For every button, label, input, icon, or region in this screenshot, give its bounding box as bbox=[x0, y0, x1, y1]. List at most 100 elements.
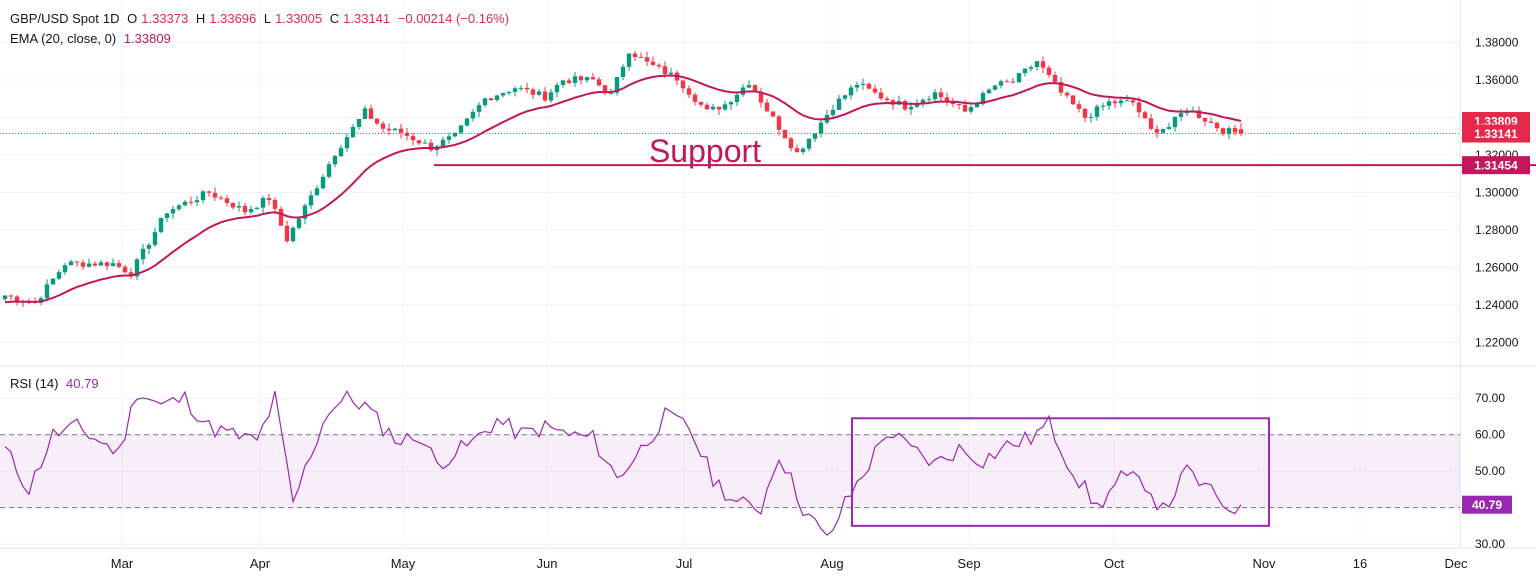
candle-body bbox=[128, 272, 134, 277]
candle-body bbox=[560, 80, 566, 85]
candle-body bbox=[80, 262, 86, 267]
candle bbox=[182, 199, 188, 207]
candle-body bbox=[944, 97, 950, 102]
price-tick-label: 1.26000 bbox=[1475, 260, 1519, 274]
candle-body bbox=[440, 139, 446, 147]
candle bbox=[314, 185, 320, 196]
candle bbox=[560, 79, 566, 88]
close-label: C bbox=[329, 11, 340, 26]
candle bbox=[146, 242, 152, 255]
candle bbox=[572, 71, 578, 87]
candle bbox=[470, 109, 476, 122]
candle-body bbox=[836, 98, 842, 110]
candle bbox=[872, 84, 878, 95]
candle bbox=[602, 85, 608, 96]
candle bbox=[164, 212, 170, 223]
candle bbox=[446, 132, 452, 144]
candle bbox=[272, 197, 278, 214]
candle-body bbox=[692, 94, 698, 102]
candle bbox=[1094, 104, 1100, 121]
candle bbox=[794, 144, 800, 153]
candle-body bbox=[248, 208, 254, 213]
price-tick-label: 1.24000 bbox=[1475, 298, 1519, 312]
candle-body bbox=[254, 207, 260, 209]
candle bbox=[44, 279, 50, 302]
candle bbox=[62, 262, 68, 275]
candle bbox=[686, 85, 692, 99]
candle-body bbox=[170, 209, 176, 214]
rsi-legend: RSI (14) 40.79 bbox=[10, 376, 103, 391]
candle bbox=[416, 140, 422, 146]
rsi-value-tag-bg bbox=[1462, 495, 1512, 514]
candle bbox=[584, 76, 590, 83]
rsi-tick-label: 30.00 bbox=[1475, 537, 1505, 551]
candle bbox=[836, 94, 842, 110]
candle bbox=[1046, 65, 1052, 78]
candle-body bbox=[392, 128, 398, 131]
candle bbox=[368, 104, 374, 120]
candle bbox=[1016, 72, 1022, 84]
candle bbox=[476, 102, 482, 118]
candle-body bbox=[320, 176, 326, 189]
candle-body bbox=[146, 244, 152, 249]
candle bbox=[884, 96, 890, 102]
candle-body bbox=[200, 191, 206, 201]
candle-body bbox=[116, 263, 122, 267]
candle-body bbox=[362, 108, 368, 119]
price-axis-ticks: 1.380001.360001.340001.320001.300001.280… bbox=[1475, 35, 1519, 349]
candle-body bbox=[1040, 61, 1046, 68]
candle-body bbox=[638, 56, 644, 58]
candle bbox=[374, 118, 380, 126]
candle bbox=[206, 190, 212, 197]
candle bbox=[212, 187, 218, 201]
candle bbox=[320, 174, 326, 190]
candle-body bbox=[104, 262, 110, 267]
candle-body bbox=[644, 57, 650, 62]
candle-body bbox=[92, 263, 98, 266]
candle bbox=[1148, 113, 1154, 131]
candle bbox=[1052, 71, 1058, 83]
candle bbox=[1226, 125, 1232, 140]
candle bbox=[764, 98, 770, 112]
candle-body bbox=[1028, 67, 1034, 69]
candle-body bbox=[530, 89, 536, 95]
candle-body bbox=[1022, 68, 1028, 74]
candle-body bbox=[626, 53, 632, 67]
candle-body bbox=[410, 135, 416, 141]
candle-body bbox=[1220, 128, 1226, 135]
candle bbox=[962, 99, 968, 113]
candle-body bbox=[872, 88, 878, 93]
candle bbox=[158, 217, 164, 234]
candle-body bbox=[1166, 127, 1172, 130]
candle-body bbox=[494, 95, 500, 101]
candle-body bbox=[158, 218, 164, 233]
symbol-label: GBP/USD Spot bbox=[10, 11, 99, 26]
candle bbox=[1064, 91, 1070, 99]
candle bbox=[740, 83, 746, 97]
time-tick-label: Jun bbox=[537, 556, 558, 571]
candle bbox=[128, 268, 134, 280]
candle-body bbox=[518, 87, 524, 89]
candle-body bbox=[470, 111, 476, 119]
candle-body bbox=[1082, 108, 1088, 118]
ema-line bbox=[4, 74, 1242, 304]
candle bbox=[782, 129, 788, 139]
candle bbox=[242, 202, 248, 216]
candle-body bbox=[140, 248, 146, 260]
candle bbox=[818, 118, 824, 138]
candle bbox=[1070, 95, 1076, 105]
candle-body bbox=[1004, 81, 1010, 83]
candle bbox=[1100, 102, 1106, 111]
candle bbox=[554, 82, 560, 98]
price-label-bg bbox=[1462, 156, 1530, 175]
candle bbox=[1088, 112, 1094, 123]
candle-body bbox=[656, 64, 662, 67]
candle-body bbox=[458, 125, 464, 133]
candle bbox=[1232, 124, 1238, 136]
candle bbox=[452, 132, 458, 138]
candle-body bbox=[932, 92, 938, 100]
candle-body bbox=[602, 85, 608, 93]
interval-label: 1D bbox=[102, 11, 120, 26]
candle bbox=[692, 92, 698, 106]
candle bbox=[626, 53, 632, 72]
